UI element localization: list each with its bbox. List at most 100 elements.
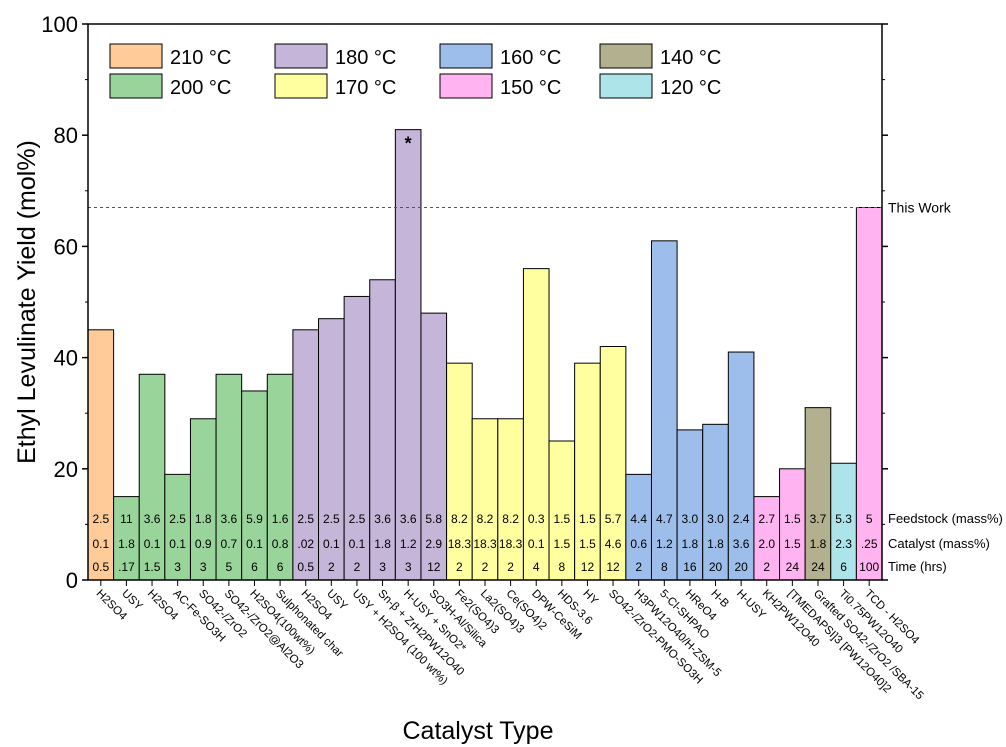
bar	[522, 268, 550, 581]
condition-value: 1.5	[784, 537, 801, 551]
condition-value: 2	[354, 560, 361, 574]
bar	[676, 429, 704, 581]
y-tick-label: 100	[41, 12, 78, 37]
legend-label: 170 °C	[335, 77, 396, 99]
condition-value: 2	[763, 560, 770, 574]
condition-value: 100	[859, 560, 879, 574]
bar	[779, 468, 806, 581]
condition-value: 24	[811, 560, 825, 574]
condition-value: 6	[251, 560, 258, 574]
condition-value: 6	[277, 560, 284, 574]
condition-value: 3.6	[144, 512, 161, 526]
condition-value: 2.3	[835, 537, 852, 551]
bar	[599, 345, 627, 581]
bar	[497, 418, 524, 581]
condition-value: 2.5	[169, 512, 186, 526]
condition-value: 3.6	[400, 512, 417, 526]
y-tick-label: 80	[54, 123, 78, 148]
condition-value: 12	[606, 560, 620, 574]
condition-value: 6	[840, 560, 847, 574]
condition-value: 5.3	[835, 512, 852, 526]
condition-value: 2	[456, 560, 463, 574]
condition-value: 3.7	[810, 512, 827, 526]
y-axis: 0 20 40 60 80 100	[41, 12, 888, 593]
condition-value: 3.6	[733, 537, 750, 551]
condition-value: 5.8	[425, 512, 442, 526]
condition-value: 1.8	[118, 537, 135, 551]
condition-value: 0.1	[144, 537, 161, 551]
row-labels: Feedstock (mass%) Catalyst (mass%) Time (h…	[888, 511, 1003, 574]
x-tick-label: HY	[580, 588, 600, 608]
row-label: Catalyst (mass%)	[888, 536, 990, 551]
condition-value: 5	[866, 512, 873, 526]
bars-group	[87, 129, 883, 581]
condition-value: 2.7	[758, 512, 775, 526]
condition-value: 1.8	[195, 512, 212, 526]
y-tick-label: 60	[54, 234, 78, 259]
condition-value: 3.6	[221, 512, 238, 526]
condition-value: 2.5	[92, 512, 109, 526]
bar	[625, 473, 652, 581]
bar	[318, 318, 345, 581]
bar	[369, 279, 396, 581]
y-tick-label: 0	[66, 568, 78, 593]
condition-value: 1.8	[374, 537, 391, 551]
condition-rows: 2.5 11 3.6 2.5 1.8 3.6 5.9 1.6 2.5 2.5 2.5 3.6 3.6 5.…	[92, 512, 879, 574]
y-tick-label: 40	[54, 346, 78, 371]
condition-value: 12	[427, 560, 441, 574]
bar	[241, 390, 268, 581]
legend-swatch	[599, 73, 653, 99]
condition-value: 2.5	[297, 512, 314, 526]
condition-value: 1.6	[272, 512, 289, 526]
condition-value: 0.6	[630, 537, 647, 551]
condition-value: 16	[683, 560, 697, 574]
legend: 210 °C 180 °C 160 °C 140 °C 200 °C 170 °C 150 …	[109, 43, 721, 99]
condition-value: 4.6	[605, 537, 622, 551]
condition-value: .02	[297, 537, 314, 551]
x-tick-label: Grafted SO42-/ZrO2 /SBA-15	[811, 588, 926, 703]
row-label: Feedstock (mass%)	[888, 511, 1003, 526]
bar	[189, 418, 217, 581]
condition-value: 0.5	[92, 560, 109, 574]
condition-value: 8.2	[477, 512, 494, 526]
condition-value: 1.8	[810, 537, 827, 551]
bar	[650, 240, 678, 581]
condition-value: 3.0	[707, 512, 724, 526]
condition-value: .17	[118, 560, 135, 574]
legend-label: 120 °C	[660, 77, 721, 99]
condition-value: 0.5	[297, 560, 314, 574]
condition-value: 0.1	[169, 537, 186, 551]
condition-value: 3	[405, 560, 412, 574]
condition-value: 1.5	[144, 560, 161, 574]
condition-value: 8.2	[502, 512, 519, 526]
condition-value: 2.0	[758, 537, 775, 551]
condition-value: 3	[379, 560, 386, 574]
condition-value: 4.7	[656, 512, 673, 526]
legend-swatch	[109, 43, 163, 69]
condition-value: 5.9	[246, 512, 263, 526]
bar	[548, 440, 576, 581]
legend-swatch	[274, 73, 328, 99]
condition-value: 4	[533, 560, 540, 574]
condition-value: 3	[174, 560, 181, 574]
condition-value: 3.6	[374, 512, 391, 526]
condition-value: 5.7	[605, 512, 622, 526]
bar	[574, 362, 601, 581]
condition-value: 5	[226, 560, 233, 574]
condition-value: 1.2	[400, 537, 417, 551]
condition-value: 0.1	[92, 537, 109, 551]
bar	[804, 407, 832, 581]
legend-label: 150 °C	[500, 77, 561, 99]
condition-value: 2	[328, 560, 335, 574]
condition-value: 3	[200, 560, 207, 574]
condition-value: 8.2	[451, 512, 468, 526]
legend-label: 210 °C	[170, 47, 231, 69]
condition-value: 0.1	[246, 537, 263, 551]
condition-value: 0.1	[349, 537, 366, 551]
condition-value: 0.1	[528, 537, 545, 551]
legend-swatch	[439, 43, 493, 69]
condition-value: 2.4	[733, 512, 750, 526]
condition-value: 1.5	[553, 537, 570, 551]
condition-value: 1.2	[656, 537, 673, 551]
